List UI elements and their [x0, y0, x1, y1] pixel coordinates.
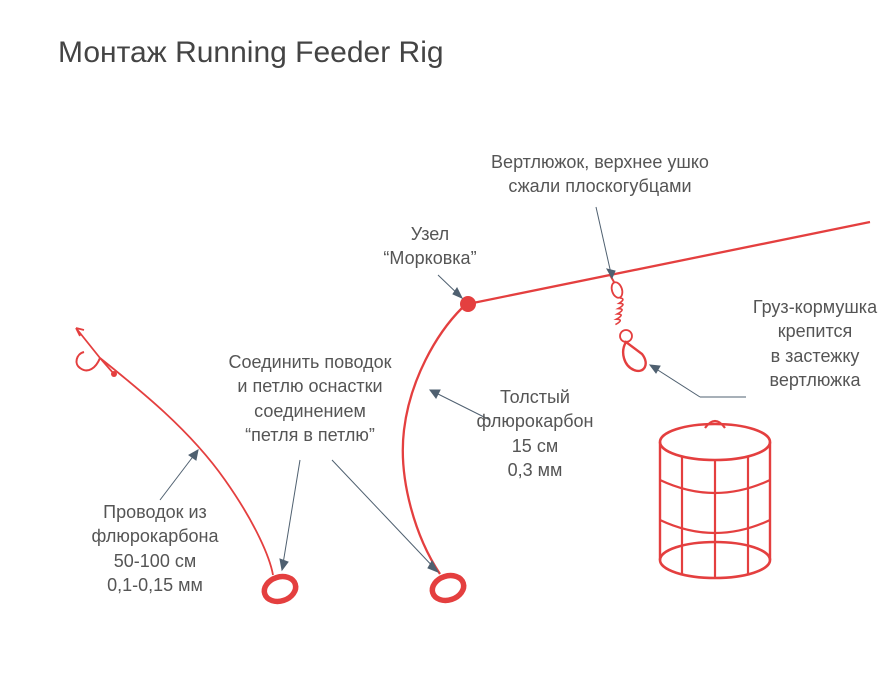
label-swivel-top: Вертлюжок, верхнее ушкосжали плоскогубца… — [470, 150, 730, 199]
label-loop-connect: Соединить поводоки петлю оснасткисоедине… — [210, 350, 410, 447]
loop-left — [261, 573, 299, 606]
feeder-cage-icon — [660, 421, 770, 578]
label-feeder-clip: Груз-кормушкакрепитсяв застежкувертлюжка — [740, 295, 888, 392]
swivel-icon — [610, 275, 646, 371]
hook-leader-join — [100, 358, 114, 374]
label-hook-leader: Проводок изфлюрокарбона50-100 см0,1-0,15… — [70, 500, 240, 597]
label-thick-fluoro: Толстыйфлюрокарбон15 см0,3 мм — [460, 385, 610, 482]
loop-right — [429, 572, 467, 605]
label-carrot-knot: Узел“Морковка” — [370, 222, 490, 271]
diagram-stage: Монтаж Running Feeder Rig — [0, 0, 888, 677]
main-line — [468, 222, 870, 304]
thick-fluoro-line — [403, 308, 462, 574]
